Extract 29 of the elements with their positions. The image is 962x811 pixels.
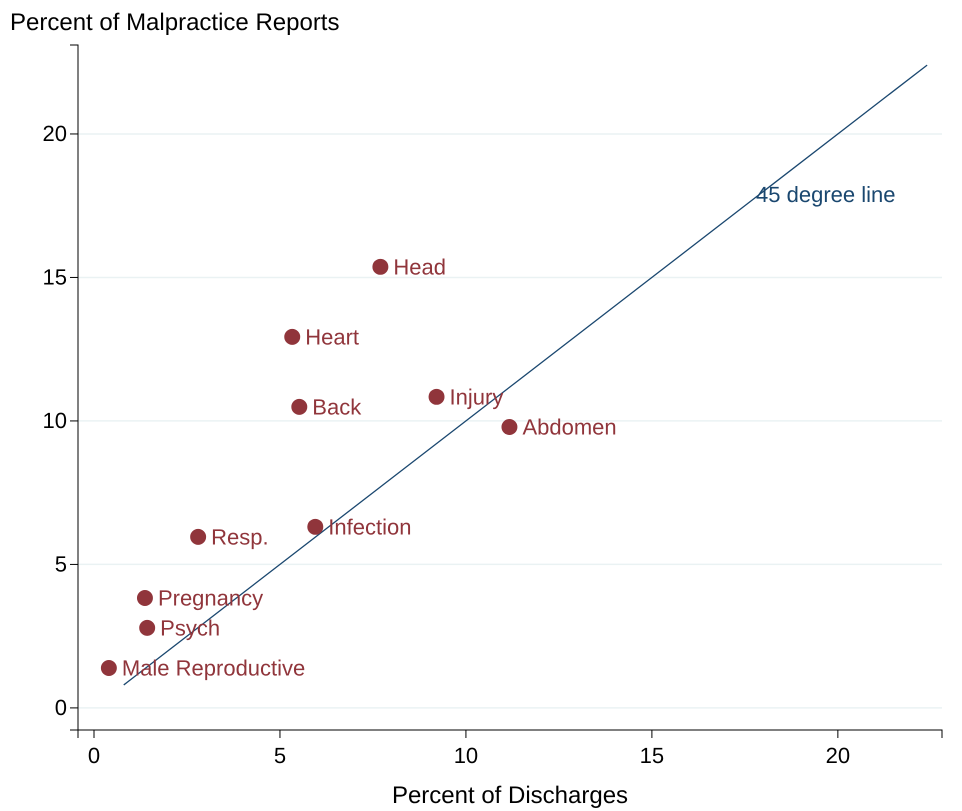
annotation: 45 degree line [756, 182, 896, 207]
y-tick-label: 10 [42, 408, 67, 433]
y-tick-label: 0 [54, 694, 67, 720]
annotation: Heart [305, 324, 360, 350]
x-tick-label: 15 [640, 743, 664, 768]
point [139, 620, 156, 636]
point [372, 258, 388, 275]
annotation: Abdomen [522, 414, 617, 440]
point [190, 528, 206, 545]
y-axis-title: Percent of Malpractice Reports [10, 9, 340, 36]
y-tick-label: 20 [42, 121, 67, 146]
point [284, 328, 300, 345]
y-tick-label: 15 [42, 264, 67, 290]
point [307, 518, 324, 535]
annotation: Infection [328, 514, 412, 540]
x-tick-label: 20 [826, 743, 850, 768]
x-tick-label: 10 [454, 743, 478, 768]
point [428, 388, 445, 405]
x-axis-title: Percent of Discharges [392, 782, 628, 809]
annotation: Head [393, 254, 446, 280]
y-tick-label: 5 [54, 551, 67, 576]
point [100, 660, 117, 676]
annotation: Back [312, 394, 362, 420]
x-tick-label: 5 [274, 743, 286, 768]
point [291, 398, 308, 415]
x-tick-label: 0 [88, 743, 100, 768]
annotation: Resp. [211, 524, 269, 550]
point [136, 590, 153, 606]
point [501, 418, 518, 435]
